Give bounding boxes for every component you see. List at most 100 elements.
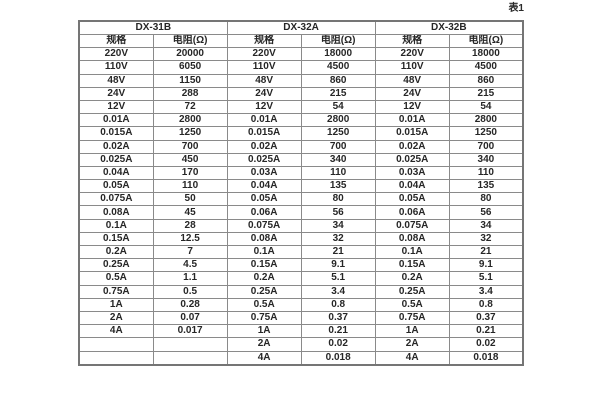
resistance-cell: 4500	[448, 60, 524, 75]
spec-cell: 0.5A	[78, 271, 154, 286]
resistance-cell	[152, 337, 228, 352]
resistance-cell: 1250	[152, 126, 228, 141]
table-row: 2A 0.02 2A 0.02	[78, 337, 524, 352]
table-row: 0.08A 45 0.06A 56 0.06A 56	[78, 205, 524, 220]
resistance-cell: 72	[152, 99, 228, 115]
resistance-cell: 340	[300, 152, 376, 167]
table-row: 0.1A 28 0.075A 34 0.075A 34	[78, 218, 524, 233]
resistance-cell: 56	[448, 205, 524, 220]
spec-cell: 1A	[78, 297, 154, 312]
resistance-cell: 6050	[152, 60, 228, 75]
spec-cell: 0.01A	[374, 113, 450, 128]
resistance-cell: 12.5	[152, 231, 228, 247]
table-row: 12V 72 12V 54 12V 54	[78, 99, 524, 115]
resistance-cell: 5.1	[448, 271, 524, 286]
resistance-cell: 0.5	[152, 284, 228, 299]
resistance-cell: 700	[448, 139, 524, 154]
spec-cell	[78, 337, 154, 352]
resistance-cell: 2800	[300, 113, 376, 128]
spec-cell: 0.06A	[374, 205, 450, 220]
spec-cell: 4A	[374, 350, 450, 365]
spec-cell: 0.75A	[374, 310, 450, 326]
resistance-spec-table: DX-31B DX-32A DX-32B 规格 电阻(Ω) 规格 电阻(Ω) 规…	[78, 20, 524, 366]
resistance-cell: 1250	[300, 126, 376, 141]
resistance-cell: 135	[448, 179, 524, 194]
resistance-cell: 2800	[448, 113, 524, 128]
spec-cell: 0.03A	[226, 165, 302, 181]
spec-cell: 0.2A	[374, 271, 450, 286]
table-row: 0.075A 50 0.05A 80 0.05A 80	[78, 192, 524, 207]
resistance-cell: 1250	[448, 126, 524, 141]
spec-cell: 12V	[226, 99, 302, 115]
resistance-cell: 18000	[300, 47, 376, 62]
resistance-cell: 80	[300, 192, 376, 207]
resistance-cell: 21	[448, 244, 524, 260]
spec-cell: 0.08A	[78, 205, 154, 220]
resistance-cell: 0.02	[300, 337, 376, 352]
spec-cell: 0.1A	[226, 244, 302, 260]
resistance-cell: 3.4	[300, 284, 376, 299]
column-header-row: 规格 电阻(Ω) 规格 电阻(Ω) 规格 电阻(Ω)	[78, 33, 524, 49]
spec-cell	[78, 350, 154, 365]
spec-cell: 110V	[78, 60, 154, 75]
spec-cell: 0.05A	[226, 192, 302, 207]
spec-column-header: 规格	[226, 33, 302, 49]
table-row: 2A 0.07 0.75A 0.37 0.75A 0.37	[78, 310, 524, 326]
spec-cell: 0.02A	[374, 139, 450, 154]
resistance-cell: 34	[448, 218, 524, 233]
resistance-cell: 700	[300, 139, 376, 154]
table-row: 0.015A 1250 0.015A 1250 0.015A 1250	[78, 126, 524, 141]
table-row: 0.25A 4.5 0.15A 9.1 0.15A 9.1	[78, 258, 524, 273]
resistance-cell: 288	[152, 86, 228, 101]
resistance-cell: 32	[448, 231, 524, 247]
table-row: 0.01A 2800 0.01A 2800 0.01A 2800	[78, 113, 524, 128]
table-row: 0.2A 7 0.1A 21 0.1A 21	[78, 244, 524, 260]
spec-cell: 0.2A	[226, 271, 302, 286]
spec-column-header: 规格	[374, 33, 450, 49]
spec-cell: 0.1A	[374, 244, 450, 260]
spec-cell: 0.01A	[226, 113, 302, 128]
table-row: 24V 288 24V 215 24V 215	[78, 86, 524, 101]
resistance-cell: 9.1	[300, 258, 376, 273]
spec-cell: 0.25A	[374, 284, 450, 299]
spec-cell: 0.15A	[78, 231, 154, 247]
table-row: 1A 0.28 0.5A 0.8 0.5A 0.8	[78, 297, 524, 312]
resistance-cell: 2800	[152, 113, 228, 128]
table-row: 0.05A 110 0.04A 135 0.04A 135	[78, 179, 524, 194]
group-header-dx32b: DX-32B	[374, 20, 524, 35]
resistance-cell: 0.02	[448, 337, 524, 352]
resistance-cell: 700	[152, 139, 228, 154]
group-header-row: DX-31B DX-32A DX-32B	[78, 20, 524, 35]
spec-cell: 0.01A	[78, 113, 154, 128]
resistance-cell: 0.07	[152, 310, 228, 326]
spec-cell: 0.025A	[78, 152, 154, 167]
group-header-dx32a: DX-32A	[226, 20, 376, 35]
resistance-cell: 32	[300, 231, 376, 247]
spec-cell: 0.075A	[78, 192, 154, 207]
resistance-cell: 450	[152, 152, 228, 167]
spec-cell: 48V	[374, 73, 450, 88]
resistance-cell: 50	[152, 192, 228, 207]
spec-cell: 0.04A	[374, 179, 450, 194]
table-row: 0.5A 1.1 0.2A 5.1 0.2A 5.1	[78, 271, 524, 286]
spec-cell: 0.02A	[226, 139, 302, 154]
spec-cell: 1A	[226, 324, 302, 339]
spec-cell: 2A	[78, 310, 154, 326]
spec-cell: 0.2A	[78, 244, 154, 260]
spec-cell: 24V	[78, 86, 154, 101]
spec-cell: 0.015A	[226, 126, 302, 141]
resistance-cell: 45	[152, 205, 228, 220]
resistance-cell: 0.8	[448, 297, 524, 312]
resistance-cell: 1.1	[152, 271, 228, 286]
resistance-cell: 110	[448, 165, 524, 181]
spec-cell: 0.02A	[78, 139, 154, 154]
resistance-cell: 215	[300, 86, 376, 101]
spec-cell: 0.03A	[374, 165, 450, 181]
spec-cell: 0.06A	[226, 205, 302, 220]
spec-cell: 2A	[226, 337, 302, 352]
spec-cell: 12V	[78, 99, 154, 115]
spec-cell: 0.075A	[374, 218, 450, 233]
spec-cell: 0.025A	[226, 152, 302, 167]
spec-cell: 24V	[226, 86, 302, 101]
